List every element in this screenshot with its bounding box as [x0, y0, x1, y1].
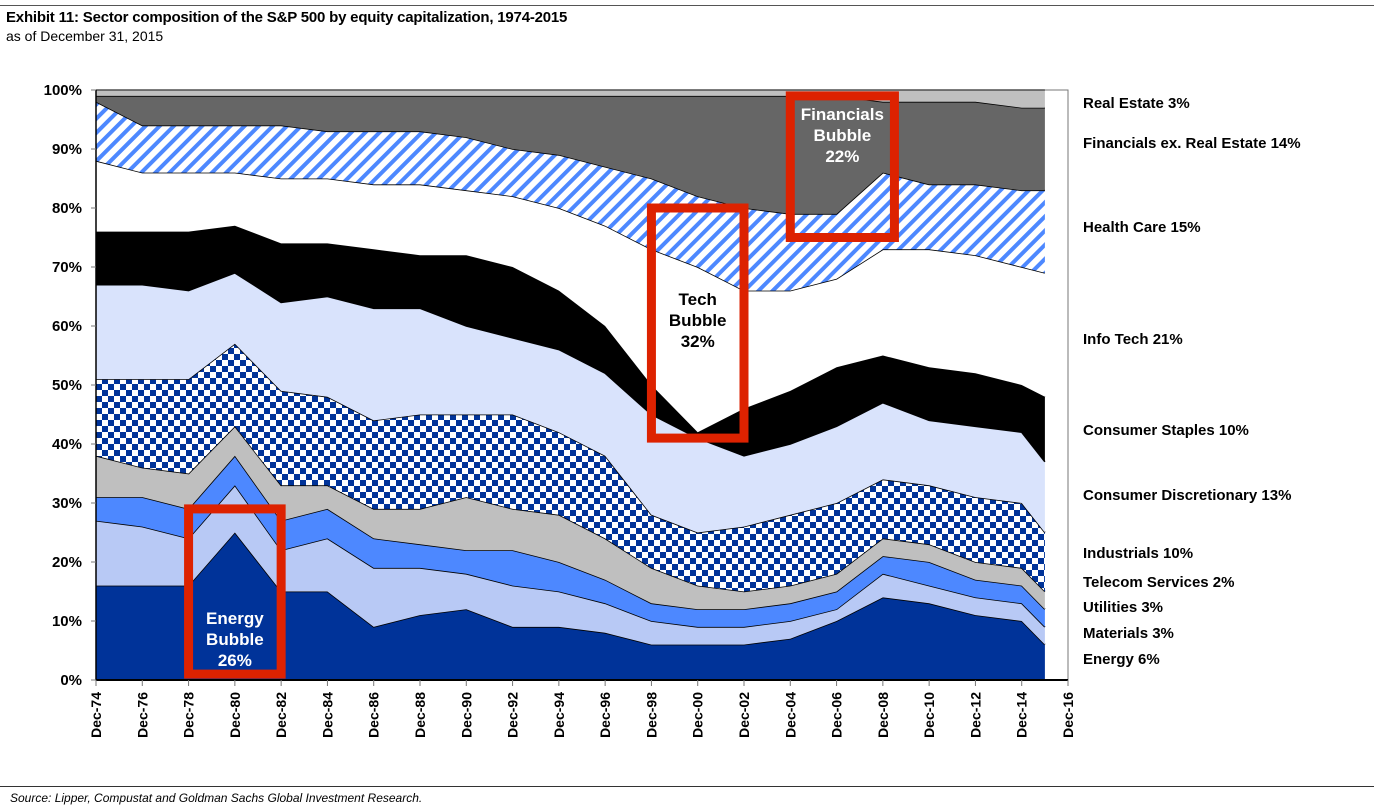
area-consumer-discretionary — [96, 272, 1045, 533]
y-tick-label: 70% — [52, 259, 82, 276]
y-tick-label: 100% — [44, 82, 82, 99]
legend-consumer-staples: Consumer Staples 10% — [1083, 422, 1249, 439]
tech-bubble-label: Bubble — [669, 311, 727, 330]
x-tick-label: Dec-78 — [181, 692, 197, 738]
financials-bubble-box — [785, 91, 899, 243]
area-utilities — [96, 455, 1045, 627]
x-tick-label: Dec-12 — [967, 692, 983, 738]
y-tick-label: 80% — [52, 200, 82, 217]
legend-financials-ex-real-estate: Financials ex. Real Estate 14% — [1083, 135, 1301, 152]
tech-bubble-box — [646, 203, 749, 443]
y-tick-label: 60% — [52, 318, 82, 335]
x-tick-label: Dec-06 — [829, 692, 845, 738]
x-tick-label: Dec-02 — [736, 692, 752, 738]
x-tick-label: Dec-90 — [458, 692, 474, 738]
x-tick-labels: Dec-74 Dec-76 Dec-78 Dec-80 Dec-82 Dec-84 Dec-… — [88, 680, 1076, 738]
x-tick-label: Dec-08 — [875, 692, 891, 738]
x-tick-label: Dec-98 — [643, 692, 659, 738]
x-tick-label: Dec-84 — [319, 692, 335, 738]
y-tick-label: 30% — [52, 495, 82, 512]
x-tick-label: Dec-88 — [412, 692, 428, 738]
area-financials-ex-real-estate — [96, 95, 1045, 214]
area-energy — [96, 532, 1045, 680]
legend-industrials: Industrials 10% — [1083, 545, 1193, 562]
area-consumer-staples — [96, 225, 1045, 462]
energy-bubble-label: Bubble — [206, 630, 264, 649]
area-telecom-services — [96, 426, 1045, 610]
chart-title: Exhibit 11: Sector composition of the S&… — [6, 9, 568, 26]
source-note: Source: Lipper, Compustat and Goldman Sa… — [10, 791, 423, 805]
legend-consumer-discretionary: Consumer Discretionary 13% — [1083, 487, 1291, 504]
x-tick-label: Dec-96 — [597, 692, 613, 738]
x-tick-label: Dec-82 — [273, 692, 289, 738]
x-tick-label: Dec-04 — [782, 692, 798, 738]
footer-rule — [0, 786, 1374, 787]
financials-bubble-label: 22% — [825, 147, 859, 166]
x-tick-label: Dec-86 — [366, 692, 382, 738]
legend-real-estate: Real Estate 3% — [1083, 95, 1190, 112]
x-tick-label: Dec-74 — [88, 692, 104, 738]
energy-bubble-box — [184, 504, 286, 679]
y-tick-label: 90% — [52, 141, 82, 158]
y-tick-labels: 0% 10% 20% 30% 40% 50% 60% 70% 80% 90% 100% — [44, 82, 96, 689]
x-tick-label: Dec-76 — [134, 692, 150, 738]
header-rule — [0, 5, 1374, 6]
legend: Energy 6% Materials 3% Utilities 3% Telecom… — [1083, 95, 1301, 668]
x-tick-label: Dec-80 — [227, 692, 243, 738]
area-health-care — [96, 101, 1045, 291]
legend-health-care: Health Care 15% — [1083, 219, 1201, 236]
chart-subtitle: as of December 31, 2015 — [6, 28, 164, 44]
x-tick-label: Dec-10 — [921, 692, 937, 738]
legend-materials: Materials 3% — [1083, 625, 1174, 642]
energy-bubble-label: Energy — [206, 609, 264, 628]
x-tick-label: Dec-16 — [1060, 692, 1076, 738]
legend-info-tech: Info Tech 21% — [1083, 331, 1183, 348]
financials-bubble-label: Bubble — [814, 126, 872, 145]
energy-bubble-label: 26% — [218, 651, 252, 670]
legend-energy: Energy 6% — [1083, 651, 1160, 668]
x-tick-label: Dec-00 — [690, 692, 706, 738]
tech-bubble-label: Tech — [679, 290, 717, 309]
y-tick-label: 20% — [52, 554, 82, 571]
x-tick-label: Dec-94 — [551, 692, 567, 738]
y-tick-label: 10% — [52, 613, 82, 630]
x-tick-label: Dec-14 — [1014, 692, 1030, 738]
tech-bubble-label: 32% — [681, 332, 715, 351]
legend-utilities: Utilities 3% — [1083, 599, 1163, 616]
area-materials — [96, 485, 1045, 645]
area-industrials — [96, 343, 1045, 592]
y-tick-label: 0% — [60, 672, 82, 689]
annotations: Energy Bubble 26% Tech Bubble 32% Financials Bu… — [184, 91, 899, 679]
area-layers — [95, 89, 1046, 680]
y-tick-label: 40% — [52, 436, 82, 453]
y-tick-label: 50% — [52, 377, 82, 394]
area-info-tech — [96, 160, 1045, 433]
legend-telecom-services: Telecom Services 2% — [1083, 574, 1234, 591]
x-tick-label: Dec-92 — [505, 692, 521, 738]
financials-bubble-label: Financials — [801, 105, 884, 124]
